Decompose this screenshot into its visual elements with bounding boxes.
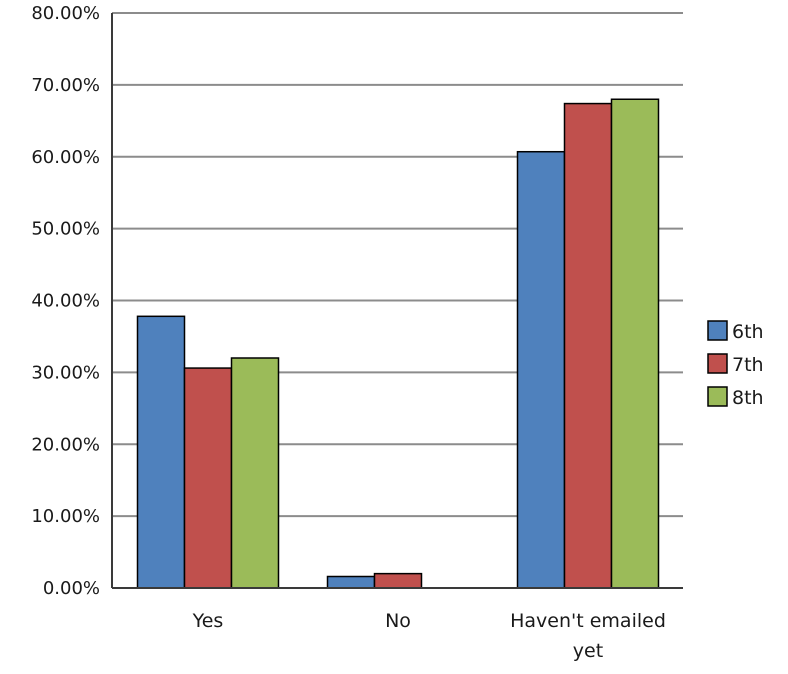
y-tick-labels: 0.00% 10.00% 20.00% 30.00% 40.00% 50.00% 60.00… bbox=[31, 3, 100, 599]
legend-swatch-8th bbox=[707, 386, 728, 407]
legend-swatch-6th bbox=[707, 320, 728, 341]
bar-8th-yes bbox=[230, 357, 280, 589]
x-category-label: No bbox=[385, 610, 411, 632]
bar-6th-haven-t-emailed-yet bbox=[516, 150, 566, 589]
legend: 6th 7th 8th bbox=[707, 320, 764, 409]
legend-label-8th: 8th bbox=[732, 387, 764, 409]
axes bbox=[111, 13, 683, 589]
y-tick-label: 0.00% bbox=[43, 578, 100, 599]
x-category-labels: Yes No Haven't emailed yet bbox=[192, 610, 666, 662]
x-category-label: Yes bbox=[192, 610, 224, 632]
y-tick-label: 40.00% bbox=[31, 291, 100, 312]
legend-label-7th: 7th bbox=[732, 354, 764, 376]
bars bbox=[136, 98, 660, 589]
bar-8th-haven-t-emailed-yet bbox=[610, 98, 660, 589]
bar-7th-yes bbox=[183, 367, 233, 589]
bar-7th-no bbox=[373, 572, 423, 589]
bar-6th-yes bbox=[136, 315, 186, 589]
y-tick-label: 50.00% bbox=[31, 219, 100, 240]
bar-6th-no bbox=[326, 575, 376, 589]
y-tick-label: 60.00% bbox=[31, 147, 100, 168]
bar-7th-haven-t-emailed-yet bbox=[563, 102, 613, 589]
y-tick-label: 80.00% bbox=[31, 3, 100, 24]
legend-label-6th: 6th bbox=[732, 321, 764, 343]
x-category-label: Haven't emailed yet bbox=[510, 610, 666, 662]
legend-swatch-7th bbox=[707, 353, 728, 374]
y-tick-label: 70.00% bbox=[31, 75, 100, 96]
y-tick-label: 10.00% bbox=[31, 506, 100, 527]
y-tick-label: 20.00% bbox=[31, 434, 100, 455]
y-tick-label: 30.00% bbox=[31, 362, 100, 383]
